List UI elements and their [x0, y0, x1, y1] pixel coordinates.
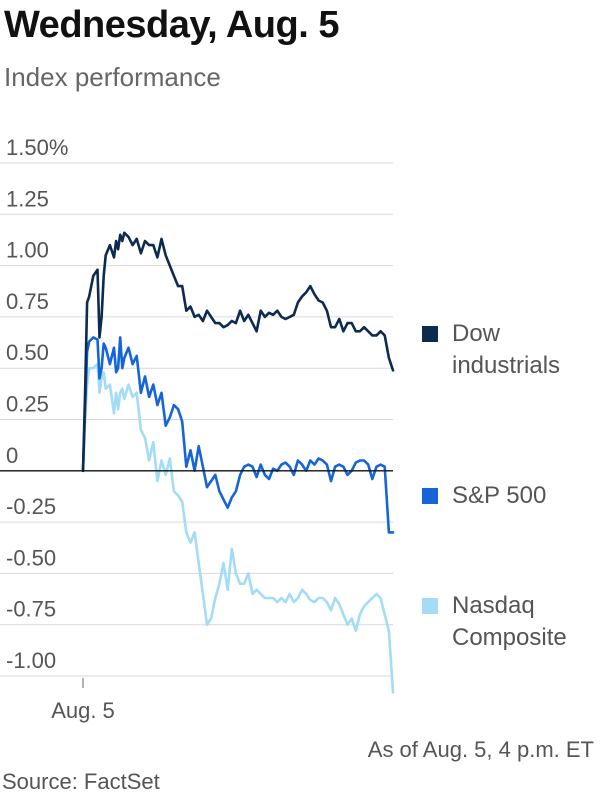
timestamp-note: As of Aug. 5, 4 p.m. ET [367, 737, 594, 762]
legend-label-nasdaq: Nasdaq Composite [452, 592, 567, 651]
x-tick-label: Aug. 5 [51, 698, 115, 723]
y-tick-label: 0.50 [6, 340, 49, 365]
y-tick-label: 1.00 [6, 238, 49, 263]
y-tick-label: 1.25 [6, 186, 49, 211]
legend-label-dow: Dow industrials [452, 320, 561, 379]
y-tick-label: 0.25 [6, 392, 49, 417]
y-tick-label: -0.25 [6, 494, 56, 519]
series-line-dow [81, 231, 395, 473]
y-tick-label: -1.00 [6, 648, 56, 673]
series-line-sp500 [81, 336, 395, 534]
legend-item-dow: Dow industrials [422, 318, 582, 382]
page-title: Wednesday, Aug. 5 [4, 4, 339, 46]
source-note: Source: FactSet [2, 769, 160, 794]
y-tick-label: 1.50% [6, 135, 68, 160]
y-tick-label: -0.75 [6, 597, 56, 622]
chart-subtitle: Index performance [4, 62, 221, 92]
legend-label-sp500: S&P 500 [452, 482, 547, 509]
legend-swatch-nasdaq [422, 598, 438, 614]
series-line-nasdaq [81, 362, 395, 694]
y-tick-label: -0.50 [6, 545, 56, 570]
legend-item-nasdaq: Nasdaq Composite [422, 590, 582, 654]
legend-item-sp500: S&P 500 [422, 480, 582, 512]
legend-swatch-dow [422, 326, 438, 342]
legend-swatch-sp500 [422, 488, 438, 504]
y-tick-label: 0 [6, 443, 18, 468]
y-tick-label: 0.75 [6, 289, 49, 314]
